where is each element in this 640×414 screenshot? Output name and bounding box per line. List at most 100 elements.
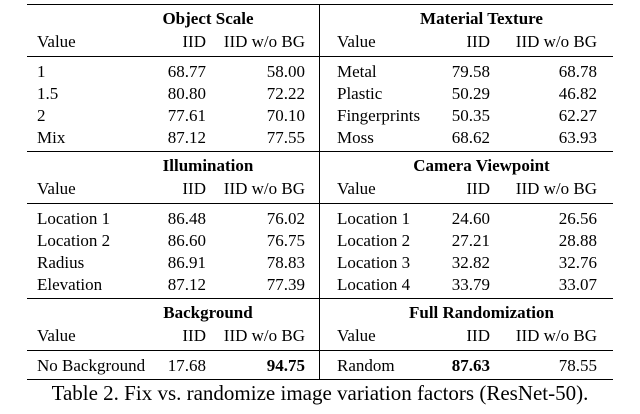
cell-iid: 32.82: [451, 253, 490, 272]
factor-title: Material Texture: [420, 9, 543, 28]
cell-value: 1.5: [37, 84, 59, 103]
column-header-iid: IID: [466, 179, 490, 198]
cell-iid-wo-bg: 68.78: [558, 62, 597, 81]
cell-iid-wo-bg: 77.55: [266, 128, 305, 147]
column-header-iid: IID: [182, 326, 206, 345]
cell-iid: 68.62: [451, 128, 490, 147]
table-row: 2 77.61 70.10: [27, 105, 319, 127]
column-header-row: Value IID IID w/o BG: [27, 325, 319, 351]
cell-value: Metal: [337, 62, 377, 81]
table-row: 1.5 80.80 72.22: [27, 83, 319, 105]
column-header-iid: IID: [466, 32, 490, 51]
cell-value: No Background: [37, 356, 146, 375]
section-row: Illumination Value IID IID w/o BG Location 1…: [27, 151, 613, 298]
cell-iid: 77.61: [167, 106, 206, 125]
cell-value: Location 1: [337, 209, 411, 228]
cell-iid-wo-bg: 78.55: [558, 356, 597, 375]
column-header-value: Value: [337, 326, 376, 345]
cell-value: Random: [337, 356, 395, 375]
table-row: Fingerprints 50.35 62.27: [320, 105, 613, 127]
cell-iid-wo-bg: 72.22: [266, 84, 305, 103]
table-row: Location 2 86.60 76.75: [27, 230, 319, 252]
cell-iid-wo-bg: 78.83: [266, 253, 305, 272]
table-caption: Table 2. Fix vs. randomize image variati…: [51, 381, 589, 405]
cell-value: Location 4: [337, 275, 411, 294]
cell-iid: 86.48: [167, 209, 206, 228]
column-header-value: Value: [337, 179, 376, 198]
results-table: Object Scale Value IID IID w/o BG 1 68.77 58.0…: [27, 4, 613, 380]
factor-title: Camera Viewpoint: [413, 156, 550, 175]
cell-iid: 86.60: [167, 231, 206, 250]
cell-iid: 50.35: [451, 106, 490, 125]
cell-iid: 33.79: [451, 275, 490, 294]
section-row: Background Value IID IID w/o BG No Backgroun…: [27, 298, 613, 380]
cell-iid: 27.21: [451, 231, 490, 250]
cell-iid-wo-bg: 46.82: [558, 84, 597, 103]
factor-block: Background Value IID IID w/o BG No Backgroun…: [27, 298, 320, 380]
cell-iid: 86.91: [167, 253, 206, 272]
column-header-iid: IID: [182, 32, 206, 51]
cell-value: Plastic: [337, 84, 383, 103]
factor-block: Illumination Value IID IID w/o BG Location 1…: [27, 151, 320, 298]
cell-iid: 79.58: [451, 62, 490, 81]
column-header-iid: IID: [182, 179, 206, 198]
cell-iid: 87.63: [451, 356, 490, 375]
column-header-row: Value IID IID w/o BG: [320, 178, 613, 204]
table-row: Location 1 24.60 26.56: [320, 208, 613, 230]
table-row: Elevation 87.12 77.39: [27, 274, 319, 296]
cell-value: 1: [37, 62, 46, 81]
cell-value: Location 1: [37, 209, 111, 228]
cell-value: Moss: [337, 128, 374, 147]
cell-value: Location 2: [37, 231, 111, 250]
column-header-value: Value: [37, 326, 76, 345]
cell-value: Location 2: [337, 231, 411, 250]
column-header-value: Value: [337, 32, 376, 51]
table-row: No Background 17.68 94.75: [27, 355, 319, 377]
factor-title: Background: [163, 303, 253, 322]
cell-iid-wo-bg: 94.75: [266, 356, 305, 375]
column-header-iid-wo-bg: IID w/o BG: [515, 32, 597, 51]
cell-iid: 87.12: [167, 275, 206, 294]
cell-iid-wo-bg: 70.10: [266, 106, 305, 125]
cell-iid-wo-bg: 62.27: [558, 106, 597, 125]
column-header-iid-wo-bg: IID w/o BG: [515, 179, 597, 198]
cell-iid: 50.29: [451, 84, 490, 103]
column-header-iid-wo-bg: IID w/o BG: [223, 32, 305, 51]
factor-block: Camera Viewpoint Value IID IID w/o BG Locati…: [320, 151, 613, 298]
cell-iid: 80.80: [167, 84, 206, 103]
factor-block: Full Randomization Value IID IID w/o BG Rand…: [320, 298, 613, 380]
factor-title: Full Randomization: [409, 303, 554, 322]
table-row: Plastic 50.29 46.82: [320, 83, 613, 105]
cell-value: Radius: [37, 253, 85, 272]
cell-iid-wo-bg: 63.93: [558, 128, 597, 147]
table-row: Location 3 32.82 32.76: [320, 252, 613, 274]
column-header-value: Value: [37, 179, 76, 198]
table-row: 1 68.77 58.00: [27, 61, 319, 83]
cell-iid-wo-bg: 77.39: [266, 275, 305, 294]
column-header-row: Value IID IID w/o BG: [320, 325, 613, 351]
cell-value: Fingerprints: [337, 106, 421, 125]
cell-iid-wo-bg: 32.76: [558, 253, 597, 272]
cell-iid-wo-bg: 33.07: [558, 275, 597, 294]
cell-iid-wo-bg: 76.75: [266, 231, 305, 250]
cell-iid: 68.77: [167, 62, 206, 81]
section-row: Object Scale Value IID IID w/o BG 1 68.77 58.0…: [27, 4, 613, 151]
cell-iid: 87.12: [167, 128, 206, 147]
factor-block: Material Texture Value IID IID w/o BG Metal 7…: [320, 4, 613, 151]
table-row: Radius 86.91 78.83: [27, 252, 319, 274]
cell-iid-wo-bg: 58.00: [266, 62, 305, 81]
cell-iid: 24.60: [451, 209, 490, 228]
table-row: Mix 87.12 77.55: [27, 127, 319, 149]
column-header-iid-wo-bg: IID w/o BG: [515, 326, 597, 345]
table-row: Metal 79.58 68.78: [320, 61, 613, 83]
table-row: Moss 68.62 63.93: [320, 127, 613, 149]
cell-iid: 17.68: [167, 356, 206, 375]
table-row: Random 87.63 78.55: [320, 355, 613, 377]
table-row: Location 2 27.21 28.88: [320, 230, 613, 252]
column-header-row: Value IID IID w/o BG: [27, 178, 319, 204]
cell-value: Elevation: [37, 275, 103, 294]
cell-value: 2: [37, 106, 46, 125]
column-header-iid-wo-bg: IID w/o BG: [223, 326, 305, 345]
factor-title: Object Scale: [162, 9, 254, 28]
table-row: Location 1 86.48 76.02: [27, 208, 319, 230]
